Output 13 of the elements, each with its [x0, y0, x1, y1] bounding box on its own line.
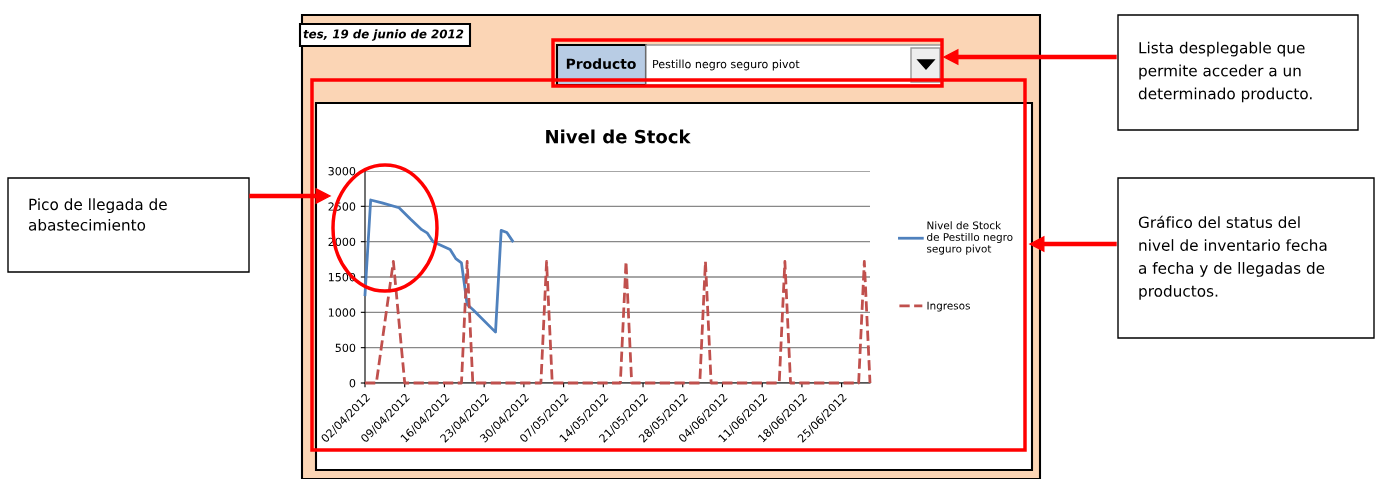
y-tick-label: 1000	[328, 308, 356, 317]
text: tes, 19 de junio de 2012	[303, 29, 464, 41]
legend-label: Ingresos	[927, 301, 970, 312]
text: Gráfico del status del nivel de inventario fecha a fecha y de llegadas de productos.	[1138, 215, 1327, 300]
legend-label: Nivel de Stock de Pestillo negro seguro pivot	[927, 221, 1013, 255]
y-tick-label: 0	[349, 378, 356, 388]
chart-title: Nivel de Stock	[546, 129, 691, 144]
y-tick-label: 500	[335, 343, 356, 353]
y-tick-label: 3000	[328, 166, 356, 176]
text: Pestillo negro seguro pivot	[653, 59, 800, 71]
text: Producto	[566, 58, 636, 70]
text: Lista desplegable que permite acceder a un determinado producto.	[1138, 41, 1312, 103]
text: Pico de llegada de abastecimiento	[28, 198, 167, 231]
